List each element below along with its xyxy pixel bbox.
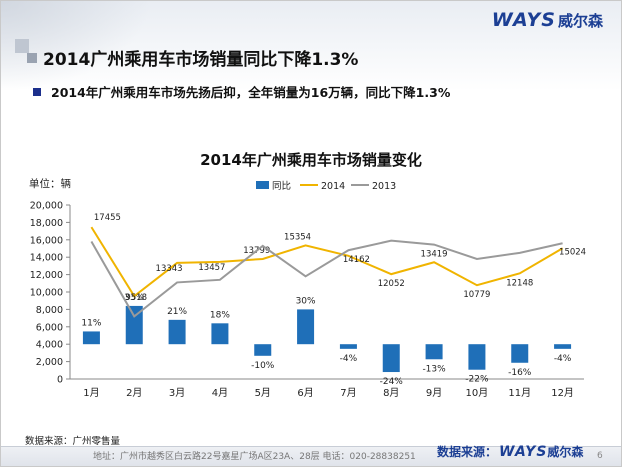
yoy-bar <box>297 309 315 345</box>
yoy-label: 18% <box>210 310 230 320</box>
x-tick-label: 2月 <box>126 387 142 399</box>
footer-address: 地址：广州市越秀区白云路22号嘉星广场A区23A、28层 电话：020-2883… <box>93 452 416 462</box>
bullet-point: 2014年广州乘用车市场先扬后抑，全年销量为16万辆，同比下降1.3% <box>33 82 450 101</box>
y-tick-label: 6,000 <box>36 322 63 333</box>
x-tick-label: 1月 <box>83 387 99 399</box>
footer-source-brand: WAYS <box>499 443 548 460</box>
yoy-bar <box>382 344 400 373</box>
line-value-label: 10779 <box>463 290 490 300</box>
chart-title: 2014年广州乘用车市场销量变化 <box>200 151 422 169</box>
series-line-2013 <box>90 239 563 318</box>
yoy-label: -22% <box>465 375 489 385</box>
x-tick-label: 5月 <box>255 387 271 399</box>
page-number: 6 <box>597 451 603 461</box>
line-value-label: 12052 <box>378 279 405 289</box>
y-tick-label: 16,000 <box>30 235 63 246</box>
yoy-bar <box>554 344 572 349</box>
line-value-label: 13343 <box>156 264 183 274</box>
yoy-bar <box>168 319 186 345</box>
yoy-label: -4% <box>340 354 358 364</box>
yoy-label: 21% <box>167 307 187 317</box>
yoy-bar <box>425 344 443 360</box>
legend-label: 2013 <box>372 181 396 192</box>
line-value-label: 15024 <box>559 247 586 257</box>
footer-source: 数据来源： WAYS 威尔森 <box>437 443 583 460</box>
y-tick-label: 8,000 <box>36 305 63 316</box>
bullet-text: 2014年广州乘用车市场先扬后抑，全年销量为16万辆，同比下降1.3% <box>51 85 451 100</box>
unit-label: 单位：辆 <box>29 178 71 190</box>
line-value-label: 15354 <box>284 232 311 242</box>
y-tick-label: 10,000 <box>30 288 63 299</box>
footer-source-label: 数据来源： <box>437 445 498 459</box>
y-tick-label: 12,000 <box>30 270 63 281</box>
series-line-2014 <box>90 226 564 298</box>
x-tick-label: 8月 <box>383 387 399 399</box>
logo-cn: 威尔森 <box>557 11 603 30</box>
yoy-label: -13% <box>422 364 446 374</box>
decor-square-small <box>27 53 37 63</box>
bullet-square-icon <box>33 87 41 96</box>
x-tick-label: 11月 <box>508 387 531 399</box>
x-tick-label: 9月 <box>426 387 442 399</box>
line-value-label: 9518 <box>125 293 147 303</box>
y-tick-label: 4,000 <box>36 340 63 351</box>
x-tick-label: 10月 <box>466 387 489 399</box>
x-tick-label: 12月 <box>551 387 574 399</box>
yoy-label: -10% <box>251 361 275 371</box>
logo-text: WAYS <box>491 9 556 31</box>
decor-square <box>15 39 29 53</box>
yoy-bar <box>254 344 272 356</box>
y-tick-label: 14,000 <box>30 253 63 264</box>
line-value-label: 14162 <box>343 255 370 265</box>
yoy-bar <box>82 331 100 345</box>
line-value-label: 17455 <box>94 213 121 223</box>
yoy-bar <box>125 305 143 345</box>
footer-source-cn: 威尔森 <box>547 445 584 459</box>
x-tick-label: 4月 <box>212 387 228 399</box>
line-value-label: 13457 <box>198 263 225 273</box>
yoy-bar <box>339 344 357 349</box>
source-note: 数据来源：广州零售量 <box>25 436 121 447</box>
y-tick-label: 2,000 <box>36 357 63 368</box>
yoy-label: -4% <box>554 354 572 364</box>
yoy-bar <box>468 344 486 370</box>
brand-logo: WAYS 威尔森 <box>492 9 603 31</box>
yoy-bar <box>211 323 229 345</box>
chart-svg: 0 2,000 4,000 6,000 8,000 10,000 12,000 14,000 1… <box>30 180 586 399</box>
legend-label: 2014 <box>321 181 345 192</box>
legend-label: 同比 <box>272 180 291 192</box>
x-tick-label: 6月 <box>297 387 313 399</box>
x-tick-label: 7月 <box>340 387 356 399</box>
footer-bar <box>1 446 621 466</box>
slide-title: 2014广州乘用车市场销量同比下降1.3% <box>43 50 359 70</box>
y-tick-label: 20,000 <box>30 201 63 212</box>
x-tick-label: 3月 <box>169 387 185 399</box>
yoy-label: 30% <box>296 296 316 306</box>
legend-swatch-yoy <box>256 181 269 189</box>
line-value-label: 12148 <box>506 278 533 288</box>
yoy-label: 11% <box>81 318 101 328</box>
line-value-label: 13419 <box>421 249 448 259</box>
yoy-bar <box>511 344 529 363</box>
yoy-label: 33% <box>124 293 144 303</box>
yoy-label: -16% <box>508 368 532 378</box>
yoy-label: -24% <box>380 377 404 387</box>
y-tick-label: 0 <box>57 375 63 386</box>
y-tick-label: 18,000 <box>30 218 63 229</box>
